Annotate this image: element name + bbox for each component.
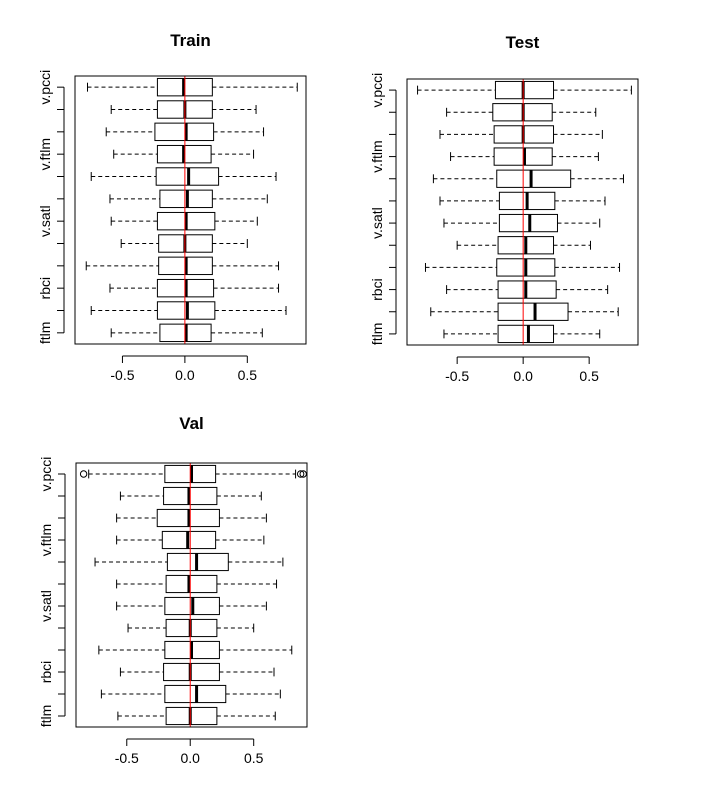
y-tick-label: rbci	[38, 661, 54, 684]
outlier-point	[299, 470, 307, 478]
x-tick-label: -0.5	[445, 368, 469, 384]
box-6	[110, 211, 258, 231]
box-5	[120, 234, 248, 253]
plot-frame	[75, 462, 308, 728]
box-10	[105, 122, 265, 142]
box-9	[113, 144, 255, 164]
y-tick-label: rbci	[369, 278, 385, 301]
y-tick-label: v.pcci	[369, 73, 385, 108]
y-tick-label: v.satl	[369, 207, 385, 239]
box-7	[116, 574, 278, 594]
y-tick-label: v.ftlm	[38, 524, 54, 556]
box-5	[127, 618, 255, 638]
y-tick-label: ftlm	[38, 705, 54, 728]
box-5	[456, 236, 591, 255]
box-9	[116, 530, 265, 550]
x-tick-label: -0.5	[110, 367, 134, 383]
box-12	[417, 80, 632, 100]
box-6	[116, 596, 267, 616]
panel-train: Train -0.5 0.0 0.5 ftlm rbci v.satl v.ftlm v.pcc…	[37, 31, 307, 383]
x-tick-label: 0.0	[513, 368, 533, 384]
y-tick-label: v.ftlm	[369, 140, 385, 172]
box-12	[79, 464, 307, 484]
x-tick-label: 0.5	[244, 750, 264, 766]
y-tick-label: v.satl	[38, 590, 54, 622]
box-iqr	[497, 324, 555, 344]
box-8	[90, 167, 277, 186]
box-4	[98, 640, 293, 660]
box-iqr	[165, 574, 218, 594]
panel-test: Test -0.5 0.0 0.5 ftlm rbci v.satl v.ftlm v.pcci	[369, 33, 639, 384]
y-tick-label: v.pcci	[38, 457, 54, 492]
y-tick-label: rbci	[37, 277, 53, 300]
y-tick-label: v.ftlm	[37, 138, 53, 170]
panel-val: Val -0.5 0.0 0.5 ftlm rbci v.satl v.ftlm v.pcci	[38, 414, 308, 766]
box-7	[109, 189, 268, 209]
x-tick-label: 0.0	[180, 750, 200, 766]
chart-title: Val	[179, 414, 204, 433]
box-10	[439, 125, 603, 144]
x-tick-label: -0.5	[115, 750, 139, 766]
box-1	[443, 324, 601, 344]
box-iqr	[496, 169, 572, 188]
box-11	[110, 100, 257, 119]
box-6	[443, 213, 601, 233]
box-3	[109, 278, 280, 298]
box-3	[446, 280, 609, 299]
chart-title: Train	[170, 31, 211, 50]
box-1	[117, 706, 276, 726]
y-tick-label: v.pcci	[37, 70, 53, 105]
plot-frame	[74, 75, 307, 345]
box-8	[94, 552, 284, 572]
box-iqr	[154, 122, 215, 142]
box-10	[116, 508, 267, 528]
x-tick-label: 0.5	[238, 367, 258, 383]
box-12	[86, 77, 298, 97]
box-4	[424, 258, 621, 277]
box-11	[446, 103, 597, 122]
box-8	[432, 169, 624, 188]
y-tick-label: ftlm	[37, 322, 53, 345]
y-tick-label: ftlm	[369, 323, 385, 346]
box-2	[90, 301, 287, 320]
box-2	[430, 302, 619, 321]
box-4	[85, 256, 280, 276]
box-iqr	[497, 302, 569, 321]
box-2	[100, 684, 281, 704]
box-1	[110, 323, 263, 343]
y-tick-label: v.satl	[37, 205, 53, 237]
box-11	[119, 486, 262, 506]
x-tick-label: 0.5	[579, 368, 599, 384]
box-3	[119, 662, 275, 682]
outlier-point	[79, 470, 88, 478]
plot-frame	[406, 78, 639, 346]
chart-title: Test	[506, 33, 540, 52]
x-tick-label: 0.0	[175, 367, 195, 383]
box-7	[439, 191, 606, 211]
outlier-point	[296, 470, 305, 478]
box-9	[450, 147, 599, 166]
